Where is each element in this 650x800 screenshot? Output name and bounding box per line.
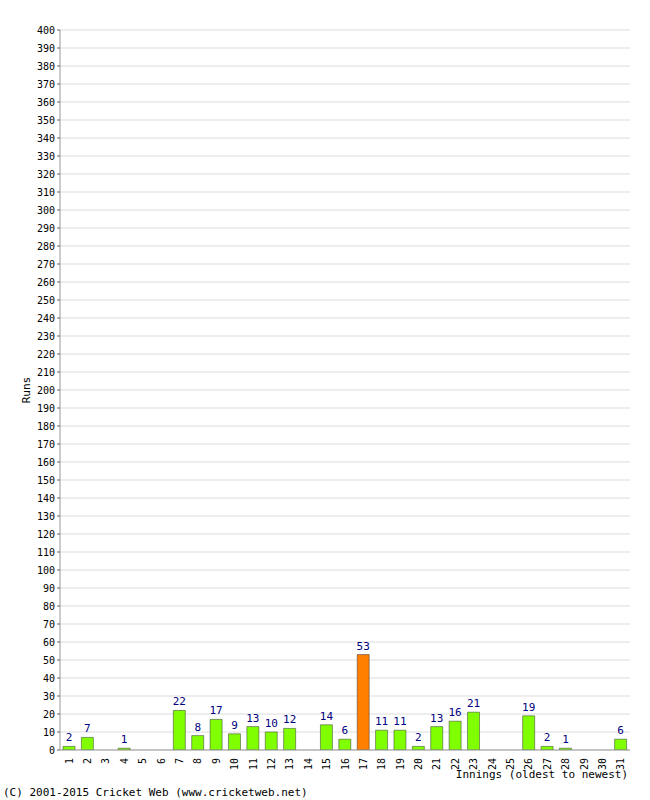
svg-text:19: 19	[395, 758, 406, 770]
svg-text:9: 9	[231, 719, 238, 732]
svg-text:13: 13	[430, 712, 443, 725]
svg-text:24: 24	[487, 758, 498, 770]
svg-text:12: 12	[266, 758, 277, 770]
svg-text:390: 390	[37, 43, 55, 54]
svg-text:2: 2	[66, 731, 73, 744]
svg-text:200: 200	[37, 385, 55, 396]
svg-text:12: 12	[283, 713, 296, 726]
svg-text:190: 190	[37, 403, 55, 414]
svg-text:80: 80	[43, 601, 55, 612]
svg-text:400: 400	[37, 25, 55, 36]
svg-text:300: 300	[37, 205, 55, 216]
svg-text:0: 0	[49, 745, 55, 756]
svg-text:13: 13	[246, 712, 259, 725]
svg-text:22: 22	[173, 695, 186, 708]
svg-text:14: 14	[303, 758, 314, 770]
svg-text:10: 10	[265, 717, 278, 730]
svg-text:19: 19	[522, 701, 535, 714]
svg-text:40: 40	[43, 673, 55, 684]
svg-text:290: 290	[37, 223, 55, 234]
svg-text:11: 11	[248, 758, 259, 770]
svg-text:17: 17	[358, 758, 369, 770]
svg-text:160: 160	[37, 457, 55, 468]
svg-text:8: 8	[194, 721, 201, 734]
svg-text:320: 320	[37, 169, 55, 180]
svg-text:180: 180	[37, 421, 55, 432]
svg-text:8: 8	[192, 758, 203, 764]
svg-text:25: 25	[505, 758, 516, 770]
svg-text:11: 11	[375, 715, 388, 728]
svg-text:7: 7	[84, 722, 91, 735]
svg-text:10: 10	[43, 727, 55, 738]
svg-text:16: 16	[449, 706, 462, 719]
svg-text:140: 140	[37, 493, 55, 504]
svg-text:13: 13	[284, 758, 295, 770]
svg-text:60: 60	[43, 637, 55, 648]
svg-text:120: 120	[37, 529, 55, 540]
svg-text:16: 16	[340, 758, 351, 770]
svg-text:170: 170	[37, 439, 55, 450]
svg-text:17: 17	[209, 704, 222, 717]
svg-text:10: 10	[229, 758, 240, 770]
svg-text:27: 27	[542, 758, 553, 770]
svg-text:7: 7	[174, 758, 185, 764]
svg-text:28: 28	[560, 758, 571, 770]
svg-text:23: 23	[468, 758, 479, 770]
svg-text:29: 29	[579, 758, 590, 770]
svg-text:20: 20	[413, 758, 424, 770]
svg-text:130: 130	[37, 511, 55, 522]
svg-text:210: 210	[37, 367, 55, 378]
svg-text:6: 6	[617, 724, 624, 737]
svg-text:26: 26	[523, 758, 534, 770]
svg-text:380: 380	[37, 61, 55, 72]
svg-text:340: 340	[37, 133, 55, 144]
svg-text:30: 30	[43, 691, 55, 702]
svg-text:330: 330	[37, 151, 55, 162]
svg-text:11: 11	[393, 715, 406, 728]
svg-text:15: 15	[321, 758, 332, 770]
svg-text:70: 70	[43, 619, 55, 630]
svg-text:6: 6	[341, 724, 348, 737]
svg-text:(C) 2001-2015 Cricket Web (www: (C) 2001-2015 Cricket Web (www.cricketwe…	[8, 786, 308, 799]
svg-text:Innings (oldest to newest): Innings (oldest to newest)	[456, 768, 628, 781]
svg-text:90: 90	[43, 583, 55, 594]
svg-text:5: 5	[137, 758, 148, 764]
svg-text:250: 250	[37, 295, 55, 306]
svg-text:4: 4	[119, 758, 130, 764]
svg-text:2: 2	[544, 731, 551, 744]
svg-text:260: 260	[37, 277, 55, 288]
svg-text:360: 360	[37, 97, 55, 108]
svg-text:21: 21	[467, 697, 480, 710]
svg-text:Runs: Runs	[20, 377, 33, 404]
svg-text:220: 220	[37, 349, 55, 360]
svg-text:50: 50	[43, 655, 55, 666]
svg-text:9: 9	[211, 758, 222, 764]
svg-text:1: 1	[562, 733, 569, 746]
svg-text:31: 31	[615, 758, 626, 770]
svg-text:1: 1	[64, 758, 75, 764]
svg-text:21: 21	[431, 758, 442, 770]
svg-text:30: 30	[597, 758, 608, 770]
svg-text:240: 240	[37, 313, 55, 324]
svg-text:280: 280	[37, 241, 55, 252]
svg-text:150: 150	[37, 475, 55, 486]
svg-text:350: 350	[37, 115, 55, 126]
svg-text:370: 370	[37, 79, 55, 90]
svg-text:53: 53	[357, 640, 370, 653]
svg-text:2: 2	[82, 758, 93, 764]
svg-text:270: 270	[37, 259, 55, 270]
svg-text:20: 20	[43, 709, 55, 720]
svg-text:310: 310	[37, 187, 55, 198]
svg-text:100: 100	[37, 565, 55, 576]
svg-text:1: 1	[121, 733, 128, 746]
svg-text:22: 22	[450, 758, 461, 770]
svg-text:230: 230	[37, 331, 55, 342]
svg-text:2: 2	[415, 731, 422, 744]
svg-text:3: 3	[100, 758, 111, 764]
svg-text:14: 14	[320, 710, 334, 723]
svg-text:18: 18	[376, 758, 387, 770]
svg-text:6: 6	[156, 758, 167, 764]
svg-text:110: 110	[37, 547, 55, 558]
